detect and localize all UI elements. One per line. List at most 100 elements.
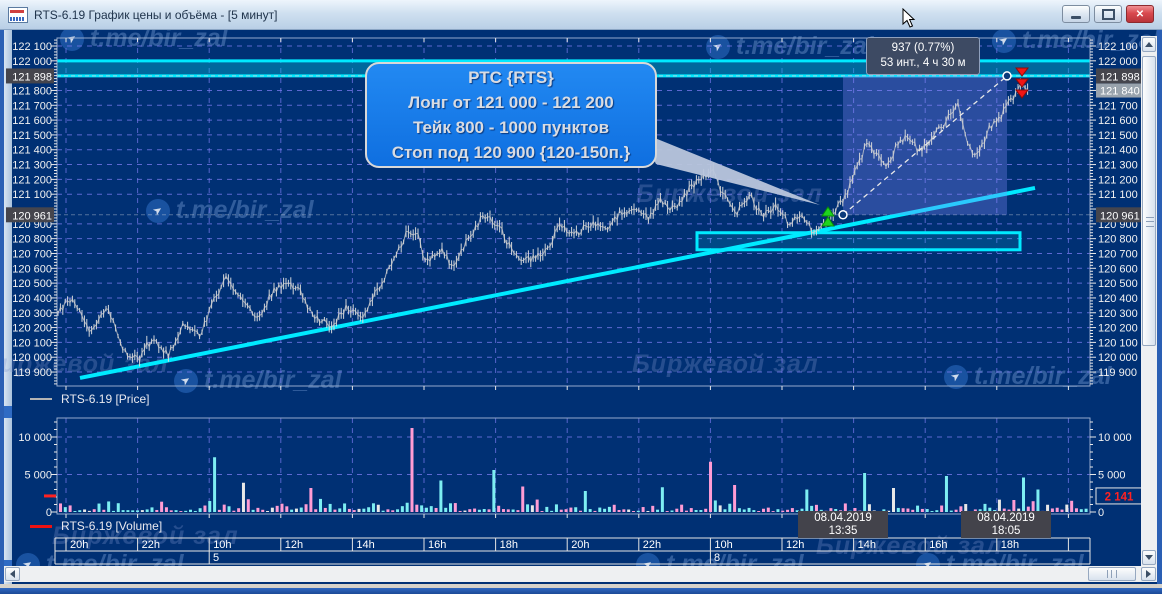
svg-text:120 200: 120 200 [12, 323, 52, 335]
svg-text:14h: 14h [858, 539, 876, 551]
measure-tooltip: 937 (0.77%) 53 инт., 4 ч 30 м [866, 37, 980, 75]
svg-text:120 800: 120 800 [12, 234, 52, 246]
svg-text:14h: 14h [356, 539, 374, 551]
svg-text:10h: 10h [714, 539, 732, 551]
svg-text:121 100: 121 100 [1098, 189, 1138, 201]
volume-legend-line [30, 524, 52, 528]
svg-text:121 800: 121 800 [12, 85, 52, 97]
window-title: RTS-6.19 График цены и объёма - [5 минут… [34, 7, 278, 22]
svg-text:120 700: 120 700 [1098, 248, 1138, 260]
price-series [57, 78, 1029, 367]
svg-text:120 600: 120 600 [12, 263, 52, 275]
svg-text:119 900: 119 900 [1098, 367, 1137, 379]
svg-text:120 100: 120 100 [12, 337, 52, 349]
sell-arrow-icon [1015, 78, 1029, 88]
signal-arrows [821, 67, 1029, 227]
buy-arrow-icon [821, 216, 835, 227]
svg-text:16h: 16h [428, 539, 446, 551]
svg-text:10 000: 10 000 [1098, 432, 1132, 444]
callout-take: Тейк 800 - 1000 пунктов [412, 118, 610, 137]
plot-frames [51, 37, 1096, 518]
svg-text:120 000: 120 000 [1098, 352, 1138, 364]
panel-splitter-handle[interactable] [4, 406, 12, 418]
left-frame-strip [4, 30, 12, 584]
window-border-left [0, 0, 4, 594]
svg-text:121 898: 121 898 [12, 71, 52, 83]
svg-text:18h: 18h [500, 539, 518, 551]
svg-text:5 000: 5 000 [1098, 470, 1126, 482]
scroll-down-button[interactable] [1142, 550, 1156, 565]
svg-text:121 300: 121 300 [12, 160, 52, 172]
horizontal-scroll-thumb[interactable] [1088, 567, 1136, 581]
svg-text:121 600: 121 600 [1098, 115, 1138, 127]
svg-text:12h: 12h [285, 539, 303, 551]
svg-text:12h: 12h [786, 539, 804, 551]
volume-bars [59, 428, 1088, 512]
svg-text:119 900: 119 900 [13, 367, 52, 379]
price-legend-label: RTS-6.19 [Price] [61, 392, 150, 406]
svg-text:121 898: 121 898 [1100, 71, 1140, 83]
measure-end-datetime: 08.04.2019 18:05 [961, 511, 1051, 538]
callout-tail [640, 132, 820, 205]
volume-legend: RTS-6.19 [Volume] [30, 519, 162, 533]
svg-text:120 400: 120 400 [1098, 293, 1138, 305]
svg-text:5: 5 [213, 552, 219, 564]
callout-entry: Лонг от 121 000 - 121 200 [408, 93, 614, 112]
svg-text:120 500: 120 500 [1098, 278, 1138, 290]
mouse-cursor [902, 8, 916, 28]
scroll-up-button[interactable] [1142, 37, 1156, 52]
svg-text:10h: 10h [213, 539, 231, 551]
svg-text:120 961: 120 961 [12, 210, 52, 222]
restore-button[interactable] [1094, 5, 1122, 23]
svg-text:121 840: 121 840 [1100, 86, 1140, 98]
sell-arrow-icon [1015, 89, 1029, 99]
svg-text:2 141: 2 141 [1105, 491, 1134, 503]
price-legend-line [30, 398, 52, 400]
svg-text:20h: 20h [70, 539, 88, 551]
svg-text:121 700: 121 700 [12, 100, 52, 112]
measure-value: 937 (0.77%) [891, 42, 955, 54]
svg-text:5 000: 5 000 [24, 470, 52, 482]
svg-text:121 700: 121 700 [1098, 100, 1138, 112]
svg-text:122 000: 122 000 [12, 56, 52, 68]
callout-symbol: РТС {RTS} [468, 68, 554, 87]
titlebar[interactable]: RTS-6.19 График цены и объёма - [5 минут… [0, 0, 1162, 30]
svg-text:121 200: 121 200 [12, 174, 52, 186]
scroll-right-button[interactable] [1141, 567, 1156, 581]
svg-text:120 700: 120 700 [12, 248, 52, 260]
svg-text:122 100: 122 100 [12, 41, 52, 53]
vertical-scrollbar[interactable] [1141, 36, 1157, 566]
svg-text:10 000: 10 000 [18, 432, 52, 444]
minimize-button[interactable] [1062, 5, 1090, 23]
svg-text:121 100: 121 100 [12, 189, 52, 201]
svg-text:121 600: 121 600 [12, 115, 52, 127]
measure-start-datetime: 08.04.2019 13:35 [798, 511, 888, 538]
svg-text:121 500: 121 500 [12, 130, 52, 142]
svg-text:0: 0 [1098, 507, 1104, 519]
price-legend: RTS-6.19 [Price] [30, 392, 149, 406]
scroll-left-button[interactable] [5, 567, 20, 581]
svg-text:22h: 22h [643, 539, 661, 551]
svg-text:18h: 18h [1001, 539, 1019, 551]
svg-text:121 500: 121 500 [1098, 130, 1138, 142]
trade-idea-callout[interactable]: РТС {RTS} Лонг от 121 000 - 121 200 Тейк… [365, 62, 657, 168]
svg-text:120 600: 120 600 [1098, 263, 1138, 275]
window-border-right [1157, 0, 1162, 594]
app-icon [8, 6, 28, 23]
svg-text:120 000: 120 000 [12, 352, 52, 364]
vertical-scroll-thumb[interactable] [1142, 56, 1156, 346]
close-button[interactable]: ✕ [1126, 5, 1154, 23]
time-axis-table: 20h 22h 10h 12h 14h 16h 18h 20h 22h 10h 12h 14h 16h 1… [54, 537, 1091, 565]
callout-stop: Стоп под 120 900 {120-150п.} [391, 143, 631, 162]
svg-text:120 961: 120 961 [1100, 210, 1140, 222]
svg-text:120 300: 120 300 [12, 308, 52, 320]
horizontal-scrollbar[interactable] [4, 566, 1157, 582]
volume-legend-label: RTS-6.19 [Volume] [61, 519, 163, 533]
svg-text:8: 8 [714, 552, 720, 564]
svg-text:22h: 22h [142, 539, 160, 551]
svg-text:120 800: 120 800 [1098, 234, 1138, 246]
measure-duration: 53 инт., 4 ч 30 м [880, 57, 966, 69]
svg-text:120 300: 120 300 [1098, 308, 1138, 320]
